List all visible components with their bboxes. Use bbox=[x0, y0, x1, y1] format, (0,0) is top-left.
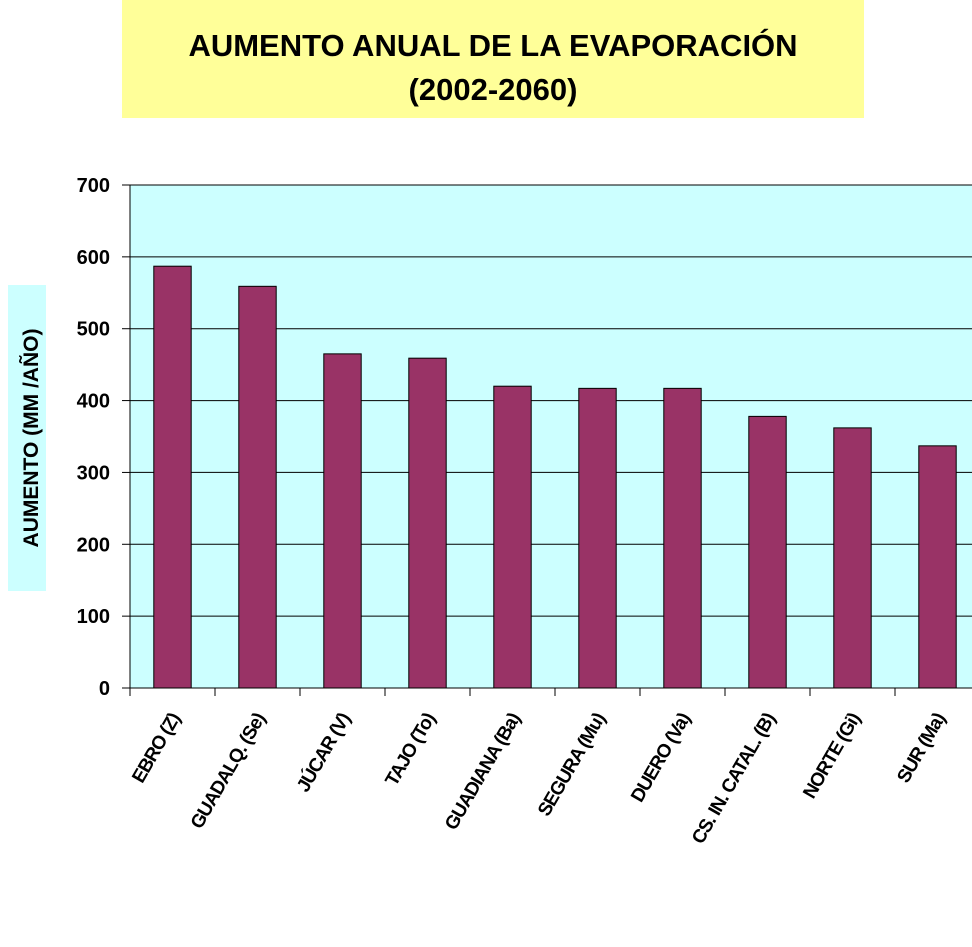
x-tick-label: SUR (Ma) bbox=[893, 709, 950, 786]
x-tick-label: GUADIANA (Ba) bbox=[441, 709, 525, 833]
y-tick-label: 300 bbox=[77, 462, 110, 484]
bar bbox=[238, 285, 277, 689]
y-tick-label: 100 bbox=[77, 606, 110, 628]
y-tick-label: 400 bbox=[77, 391, 110, 413]
bar bbox=[493, 385, 532, 689]
bar bbox=[578, 387, 617, 689]
y-tick-label: 200 bbox=[77, 534, 110, 556]
x-tick-label: NORTE (Gi) bbox=[799, 709, 865, 802]
y-tick-label: 700 bbox=[77, 175, 110, 197]
y-tick-label: 0 bbox=[99, 678, 110, 700]
y-tick-label: 600 bbox=[77, 247, 110, 269]
bar bbox=[918, 445, 957, 689]
title-box bbox=[122, 0, 864, 118]
chart-title: AUMENTO ANUAL DE LA EVAPORACIÓN bbox=[188, 27, 797, 63]
y-axis-label: AUMENTO (MM /AÑO) bbox=[20, 329, 43, 548]
x-tick-label: EBRO (Z) bbox=[128, 709, 185, 786]
y-tick-label: 500 bbox=[77, 319, 110, 341]
bar bbox=[663, 387, 702, 689]
x-tick-label: SEGURA (Mu) bbox=[534, 709, 610, 820]
y-label-box bbox=[8, 285, 46, 591]
x-tick-label: CS. IN. CATAL. (B) bbox=[688, 709, 780, 847]
chart-title: (2002-2060) bbox=[409, 72, 578, 107]
x-tick-label: JÚCAR (V) bbox=[292, 709, 355, 796]
bar bbox=[323, 353, 362, 689]
x-tick-label: TAJO (To) bbox=[382, 709, 441, 789]
bar bbox=[833, 427, 872, 689]
x-tick-label: GUADALQ. (Se) bbox=[187, 709, 270, 832]
bar bbox=[748, 415, 787, 689]
bar bbox=[408, 357, 447, 689]
bar bbox=[153, 265, 192, 689]
x-tick-label: DUERO (Va) bbox=[627, 709, 695, 806]
